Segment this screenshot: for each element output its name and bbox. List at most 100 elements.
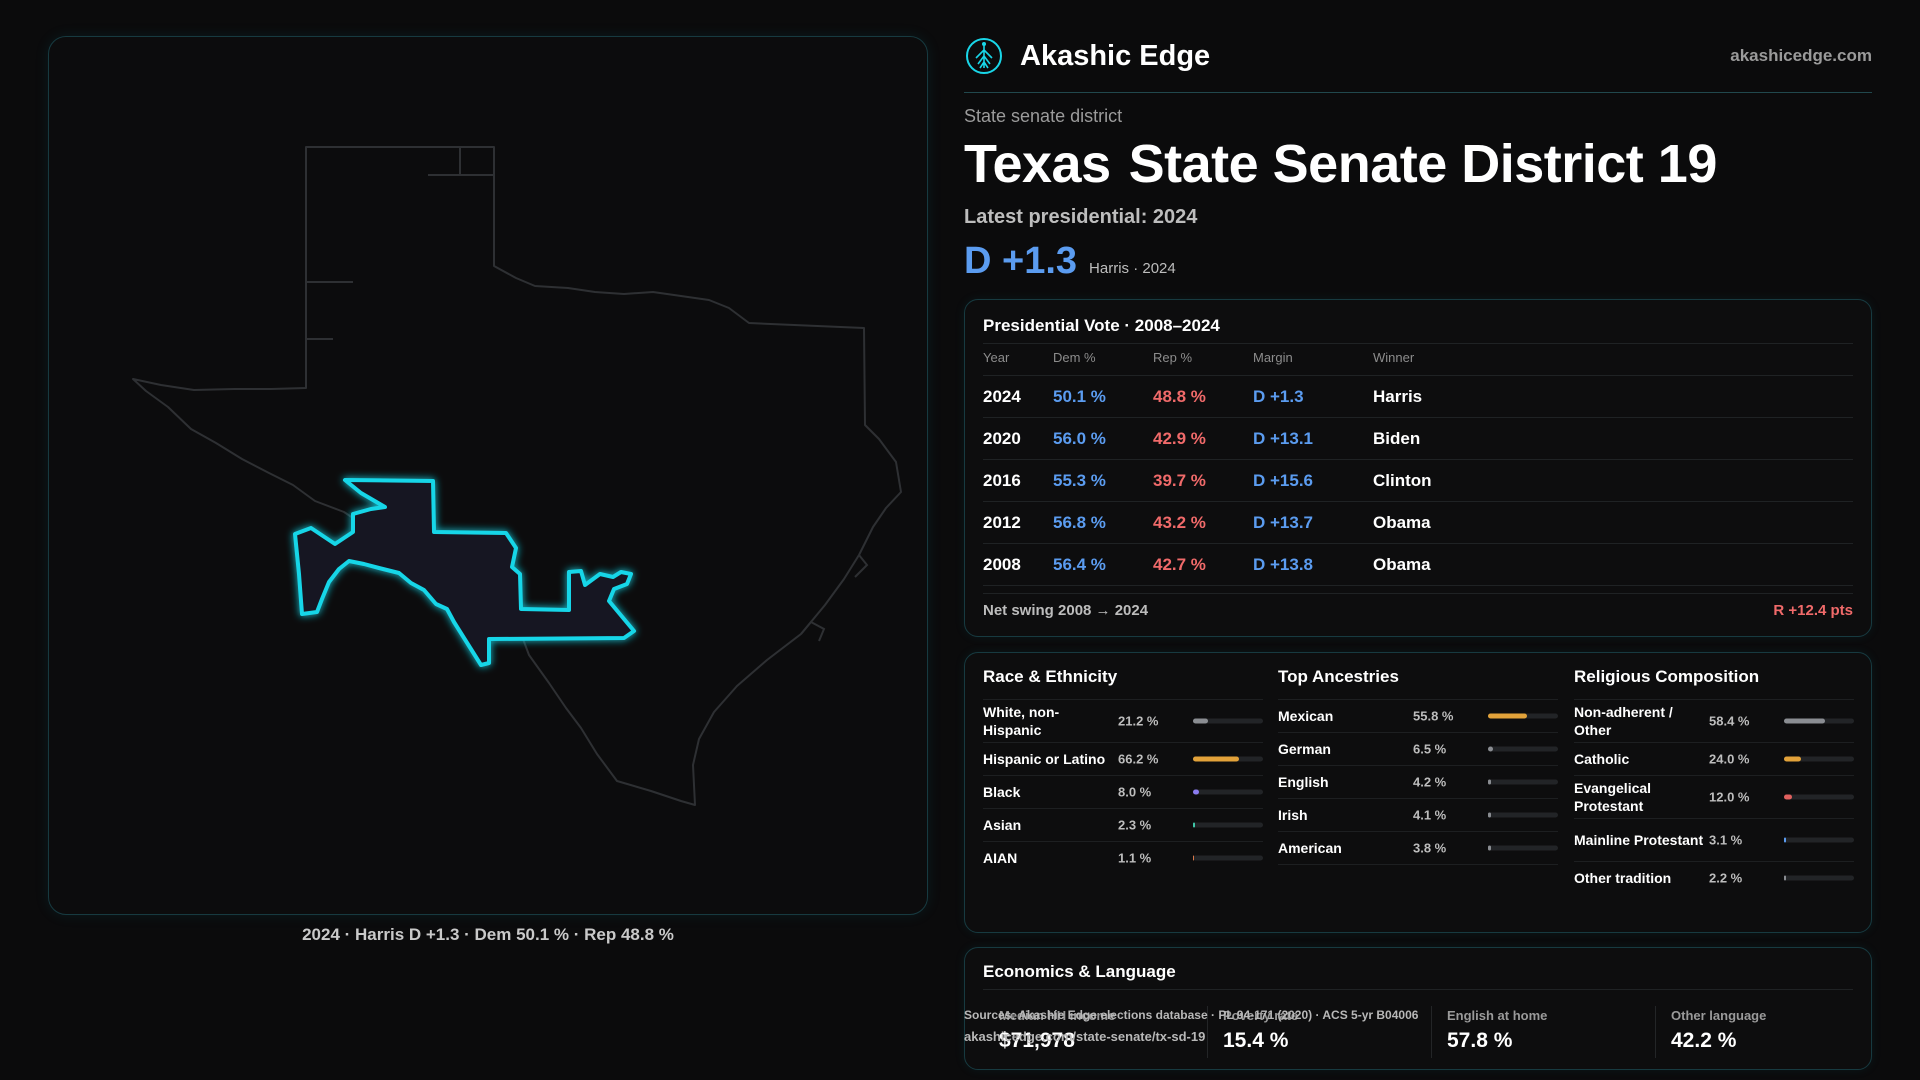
race-label: White, non-Hispanic bbox=[983, 703, 1060, 738]
cell-winner: Obama bbox=[1373, 512, 1431, 532]
cell-winner: Harris bbox=[1373, 386, 1423, 406]
footer-sources: Sources: Akashic Edge elections database… bbox=[964, 1005, 1418, 1047]
race-value: 21.2 % bbox=[1118, 713, 1159, 729]
race-bar-fill bbox=[1193, 855, 1195, 861]
brand[interactable]: Akashic Edge bbox=[964, 36, 1210, 76]
texas-outline bbox=[132, 146, 902, 806]
table-row[interactable]: 2008 56.4 % 42.7 % D +13.8 Obama bbox=[983, 544, 1853, 585]
ancestry-bar bbox=[1488, 779, 1558, 785]
cell-dem: 56.0 % bbox=[1053, 428, 1106, 448]
cell-dem: 55.3 % bbox=[1053, 470, 1106, 490]
race-value: 2.3 % bbox=[1118, 817, 1152, 833]
table-row[interactable]: 2016 55.3 % 39.7 % D +15.6 Clinton bbox=[983, 460, 1853, 501]
religion-bar-fill bbox=[1784, 794, 1793, 800]
cell-year: 2008 bbox=[983, 554, 1021, 574]
religion-bar bbox=[1784, 756, 1854, 762]
race-bar bbox=[1193, 855, 1263, 861]
cell-rep: 48.8 % bbox=[1153, 386, 1206, 406]
ancestry-bar bbox=[1488, 812, 1558, 818]
stat-label: Median HH income bbox=[999, 1008, 1116, 1023]
header-rep: Rep % bbox=[1153, 350, 1193, 365]
tree-emblem-icon bbox=[966, 38, 1002, 74]
cell-dem: 56.4 % bbox=[1053, 554, 1106, 574]
cell-year: 2020 bbox=[983, 428, 1021, 448]
cell-rep: 43.2 % bbox=[1153, 512, 1206, 532]
religion-bar bbox=[1784, 794, 1854, 800]
ancestry-bar bbox=[1488, 746, 1558, 752]
title-state: Texas bbox=[964, 134, 1111, 194]
ancestry-value: 55.8 % bbox=[1413, 708, 1454, 724]
ancestry-bar-fill bbox=[1488, 779, 1491, 785]
table-row[interactable]: 2020 56.0 % 42.9 % D +13.1 Biden bbox=[983, 418, 1853, 459]
divider bbox=[1655, 1006, 1656, 1058]
religion-value: 24.0 % bbox=[1709, 751, 1750, 767]
divider bbox=[1207, 1006, 1208, 1058]
religion-row: Mainline Protestant 3.1 % bbox=[1574, 818, 1854, 861]
table-row[interactable]: 2024 50.1 % 48.8 % D +1.3 Harris bbox=[983, 376, 1853, 417]
ancestry-value: 6.5 % bbox=[1413, 741, 1447, 757]
divider bbox=[983, 585, 1853, 586]
race-bar bbox=[1193, 822, 1263, 828]
presidential-vote-card: Presidential Vote · 2008–2024 Year Dem %… bbox=[964, 299, 1872, 637]
race-row: Black 8.0 % bbox=[983, 775, 1263, 808]
race-row: Asian 2.3 % bbox=[983, 808, 1263, 841]
ancestry-bar-fill bbox=[1488, 812, 1491, 818]
map-panel bbox=[48, 36, 928, 915]
religion-bar bbox=[1784, 875, 1854, 881]
religion-label: Non-adherent / Other bbox=[1574, 703, 1673, 738]
divider bbox=[983, 343, 1853, 344]
ancestry-label: English bbox=[1278, 773, 1329, 790]
religion-row: Other tradition 2.2 % bbox=[1574, 861, 1854, 894]
ancestry-value: 3.8 % bbox=[1413, 840, 1447, 856]
district-map[interactable] bbox=[49, 37, 929, 916]
ancestry-label: Mexican bbox=[1278, 707, 1334, 724]
stat-value: 15.4 % bbox=[1223, 1029, 1289, 1052]
cell-dem: 56.8 % bbox=[1053, 512, 1106, 532]
ancestry-row: English 4.2 % bbox=[1278, 765, 1558, 798]
brand-name: Akashic Edge bbox=[1020, 39, 1211, 72]
religion-label: Mainline Protestant bbox=[1574, 831, 1704, 848]
divider bbox=[983, 417, 1853, 418]
table-header: Year Dem % Rep % Margin Winner bbox=[983, 350, 1853, 372]
header-divider bbox=[964, 92, 1872, 93]
stat-label: English at home bbox=[1447, 1008, 1548, 1023]
race-bar bbox=[1193, 756, 1263, 762]
race-bar bbox=[1193, 718, 1263, 724]
district-19-shape[interactable] bbox=[293, 478, 636, 667]
ancestry-bar bbox=[1488, 845, 1558, 851]
cell-dem: 50.1 % bbox=[1053, 386, 1106, 406]
ancestry-label: German bbox=[1278, 740, 1331, 757]
cell-winner: Biden bbox=[1373, 428, 1421, 448]
stat-value: $71,978 bbox=[999, 1029, 1075, 1052]
brand-url-link[interactable]: akashicedge.com bbox=[1730, 46, 1872, 65]
religion-bar-fill bbox=[1784, 756, 1801, 762]
divider bbox=[983, 593, 1853, 594]
ancestry-bar-fill bbox=[1488, 845, 1491, 851]
footer-url-link[interactable]: akashicedge.com/state-senate/tx-sd-19 bbox=[964, 1029, 1206, 1044]
cell-year: 2012 bbox=[983, 512, 1021, 532]
cell-year: 2024 bbox=[983, 386, 1021, 406]
race-label: Hispanic or Latino bbox=[983, 750, 1106, 767]
ancestry-row: Mexican 55.8 % bbox=[1278, 699, 1558, 732]
race-bar-fill bbox=[1193, 822, 1195, 828]
divider bbox=[983, 459, 1853, 460]
stat-value: 57.8 % bbox=[1447, 1029, 1513, 1052]
stat-poverty-rate: Poverty rate 15.4 % bbox=[1223, 1008, 1423, 1053]
race-title: Race & Ethnicity bbox=[983, 667, 1118, 686]
net-swing-label: Net swing 2008 → 2024 bbox=[983, 602, 1149, 619]
stat-value: 42.2 % bbox=[1671, 1029, 1737, 1052]
religion-bar bbox=[1784, 837, 1854, 843]
stat-median-income: Median HH income $71,978 bbox=[999, 1008, 1199, 1053]
religion-value: 3.1 % bbox=[1709, 832, 1743, 848]
sources-text: Sources: Akashic Edge elections database… bbox=[964, 1008, 1419, 1022]
stat-label: Other language bbox=[1671, 1008, 1767, 1023]
cell-margin: D +13.1 bbox=[1253, 428, 1314, 448]
cell-margin: D +15.6 bbox=[1253, 470, 1314, 490]
race-row: AIAN 1.1 % bbox=[983, 841, 1263, 874]
coast-bay-2 bbox=[854, 554, 869, 578]
net-swing-value: R +12.4 pts bbox=[1773, 602, 1853, 619]
table-row[interactable]: 2012 56.8 % 43.2 % D +13.7 Obama bbox=[983, 502, 1853, 543]
header-year: Year bbox=[983, 350, 1010, 365]
stat-label: Poverty rate bbox=[1223, 1008, 1299, 1023]
page-title: Texas State Senate District 19 bbox=[964, 133, 1717, 195]
